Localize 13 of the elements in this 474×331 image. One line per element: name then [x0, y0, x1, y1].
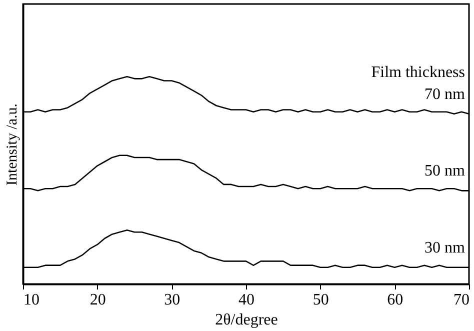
- x-tick-label: 30: [164, 292, 180, 308]
- x-tick-label: 40: [238, 292, 254, 308]
- series-label: 70 nm: [424, 86, 466, 103]
- y-axis-title: Intensity /a.u.: [4, 103, 20, 186]
- x-tick-label: 10: [24, 292, 40, 308]
- x-tick-label: 50: [312, 292, 329, 308]
- x-tick-label: 20: [90, 292, 106, 308]
- x-tick-label: 60: [387, 292, 404, 308]
- annotation: Film thickness: [371, 64, 465, 81]
- x-tick-label: 70: [454, 292, 470, 308]
- series-label: 50 nm: [424, 162, 466, 180]
- series-label: 30 nm: [424, 239, 466, 256]
- x-axis-title: 2θ/degree: [215, 312, 278, 328]
